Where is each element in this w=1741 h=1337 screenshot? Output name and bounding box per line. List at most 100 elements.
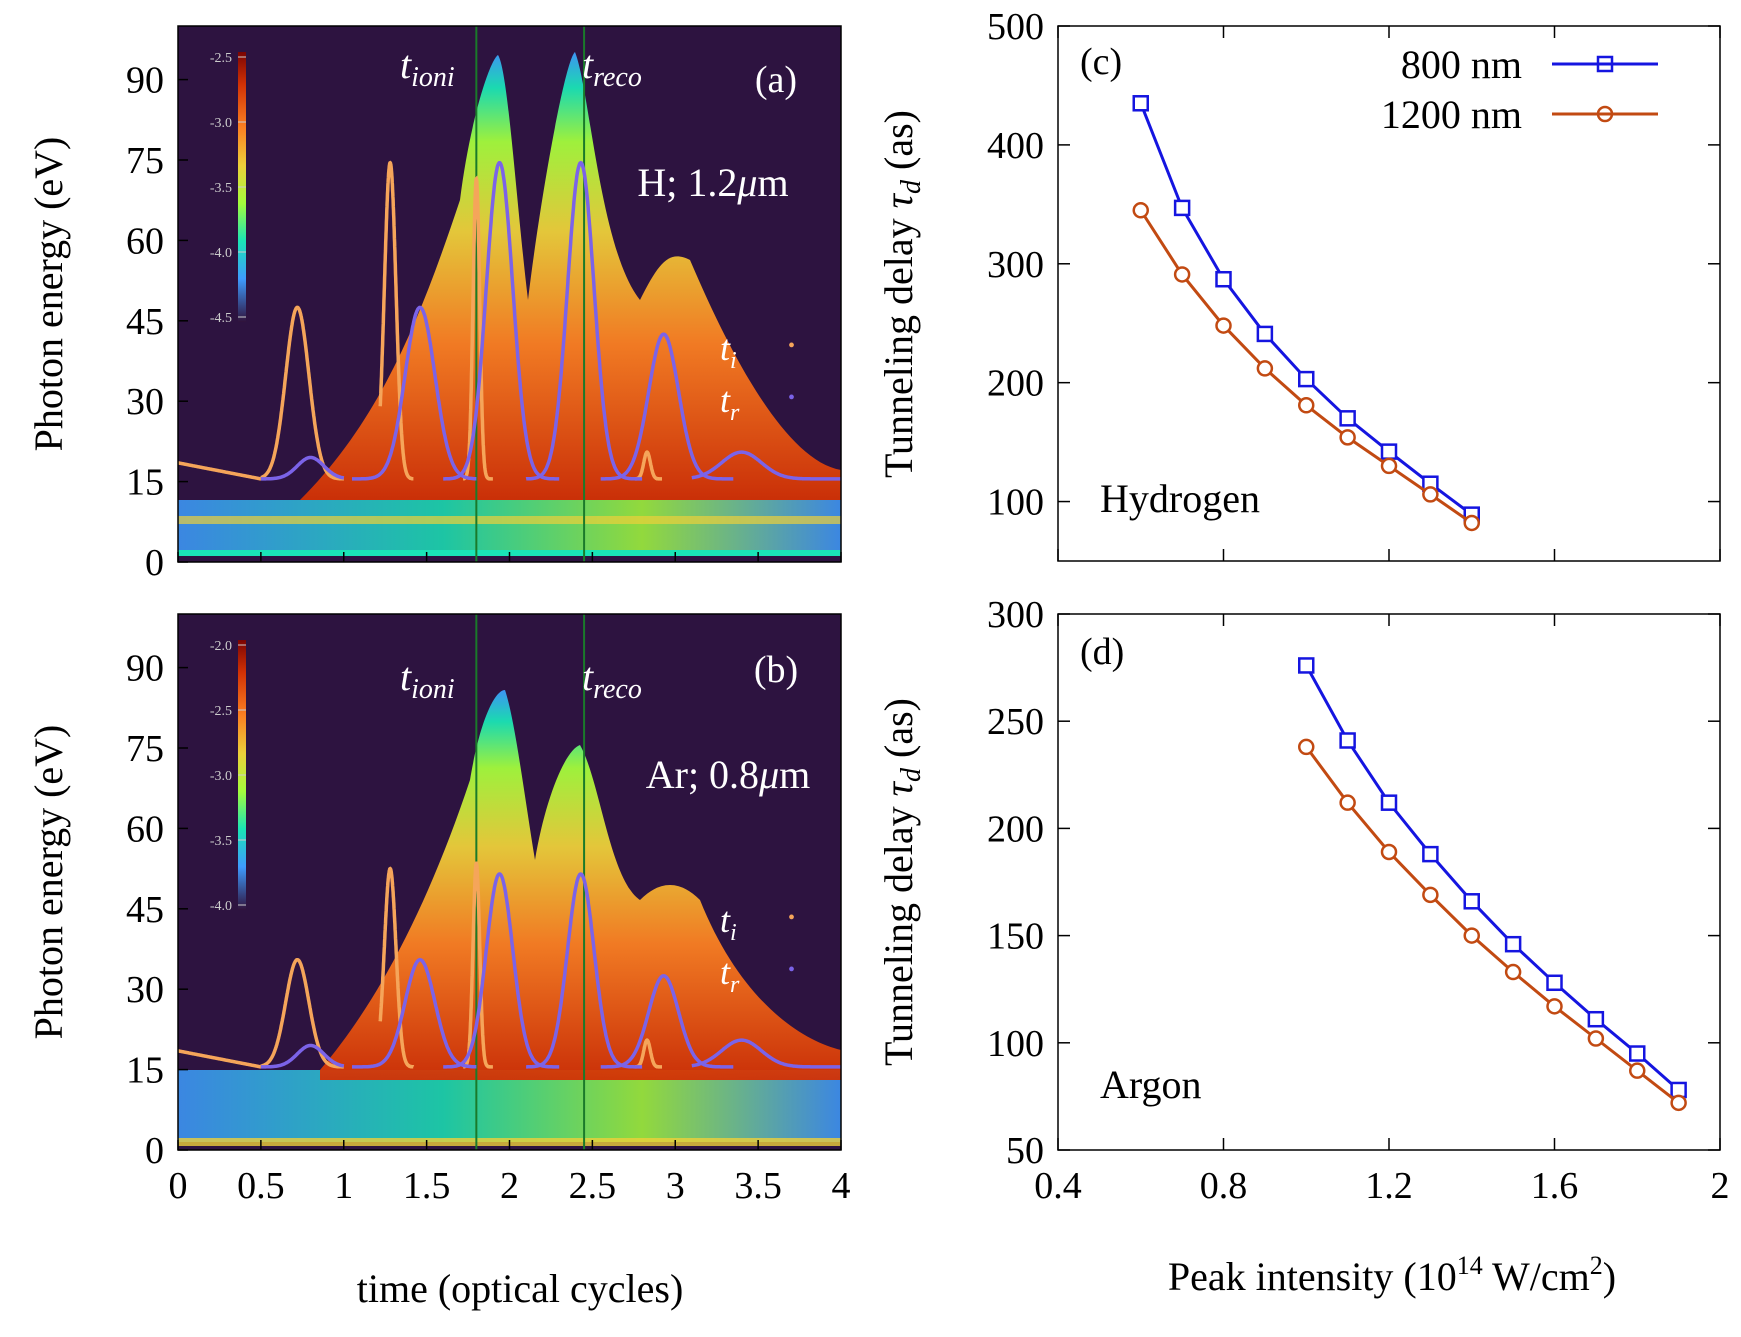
data-point (1339, 429, 1356, 446)
y-axis-label-d: Tunneling delay τd (as) (876, 698, 927, 1066)
harmonic-band (178, 516, 841, 524)
time-markers (475, 26, 586, 562)
x-axis-label-right: Peak intensity (1014 W/cm2) (1168, 1251, 1616, 1299)
legend-tr: tr (720, 952, 740, 998)
colorbar-tick-labels: -2.0 -2.5 -3.0 -3.5 -4.0 (210, 639, 246, 914)
data-point (1215, 317, 1232, 334)
y-tick-label: 45 (126, 889, 164, 931)
legend-label-800: 800 nm (1401, 42, 1522, 87)
data-point (1339, 794, 1356, 811)
ti-curve (177, 461, 262, 481)
data-point (1546, 974, 1563, 992)
colorbar-tick-label: -2.0 (210, 639, 232, 654)
panel-d: 50 100 150 200 250 300 (d) Argon (987, 594, 1721, 1172)
ti-curve (260, 957, 344, 1069)
y-tick-label: 150 (987, 916, 1044, 958)
tr-curve (600, 974, 734, 1069)
y-tick-label: 60 (126, 808, 164, 850)
tr-curve (260, 1043, 345, 1069)
ti-curve (634, 1038, 662, 1069)
data-point (1422, 486, 1439, 503)
y-tick-label: 45 (126, 301, 164, 343)
trajectory-curves (177, 160, 841, 481)
y-tick-label: 200 (987, 808, 1044, 850)
t-reco-label: treco (582, 42, 642, 93)
panel-a: 0 15 30 45 60 75 90 -2.5 -3.0 -3.5 -4.0 -4.5 (a) H… (26, 25, 842, 584)
legend-ti: ti (720, 328, 737, 374)
y-tick-label: 0 (145, 1130, 164, 1172)
data-point (1132, 95, 1149, 112)
series-line (1305, 746, 1680, 1104)
y-tick-label: 30 (126, 969, 164, 1011)
y-tick-label: 30 (126, 381, 164, 423)
legend-ti-swatch: • (788, 907, 795, 929)
colorbar-tick-label: -2.5 (210, 704, 232, 719)
ti-curve (462, 175, 493, 481)
panel-label: Ar; 0.8μm (646, 752, 811, 797)
data-point (1298, 738, 1315, 756)
trajectory-curves (177, 861, 841, 1069)
y-tick-label: 500 (987, 6, 1044, 48)
data-point (1339, 410, 1356, 427)
colorbar-tick-label: -3.0 (210, 116, 232, 131)
data-point (1587, 1010, 1605, 1028)
data-point (1629, 1062, 1646, 1079)
ti-curve (378, 160, 414, 481)
x-tick-label: 1.6 (1531, 1165, 1579, 1207)
y-tick-labels: 0 15 30 45 60 75 90 (126, 60, 188, 584)
data-point (1380, 443, 1398, 460)
x-tick-label: 2.5 (569, 1165, 617, 1207)
legend-tr: tr (720, 380, 740, 426)
tr-curve (260, 455, 345, 481)
y-tick-labels: 0 15 30 45 60 75 90 (126, 648, 188, 1172)
data-point (1256, 325, 1274, 343)
harmonic-band (178, 1070, 841, 1142)
panel-label: H; 1.2μm (637, 160, 788, 205)
y-tick-label: 75 (126, 728, 164, 770)
ti-curve (177, 1049, 262, 1069)
data-point (1380, 794, 1398, 811)
y-tick-label: 300 (987, 594, 1044, 636)
panel-label: Argon (1100, 1062, 1201, 1107)
series-line (1139, 102, 1473, 516)
harmonic-band (178, 500, 841, 552)
colorbar-tick-labels: -2.5 -3.0 -3.5 -4.0 -4.5 (210, 51, 246, 326)
x-tick-label: 0.8 (1200, 1165, 1248, 1207)
hot-plume (320, 690, 841, 1080)
legend-label-1200: 1200 nm (1381, 92, 1522, 137)
y-tick-label: 400 (987, 125, 1044, 167)
x-tick-label: 2 (1711, 1165, 1730, 1207)
panel-b: 0 15 30 45 60 75 90 -2.0 -2.5 -3.0 -3.5 -4.0 (b) A… (26, 613, 842, 1172)
line-plot: 100 200 300 400 500 (987, 6, 1721, 561)
legend-marker-800 (1596, 55, 1614, 73)
x-tick-label: 3.5 (734, 1165, 782, 1207)
data-point (1298, 657, 1315, 674)
colorbar-tick-label: -3.0 (210, 769, 232, 784)
data-point (1132, 202, 1149, 219)
x-tick-label: 1.5 (403, 1165, 451, 1207)
data-point (1215, 270, 1232, 288)
colorbar-tick-label: -4.5 (210, 311, 232, 326)
data-point (1380, 457, 1398, 475)
y-tick-label: 60 (126, 220, 164, 262)
data-point (1298, 370, 1315, 388)
line-plot: 50 100 150 200 250 300 (987, 594, 1721, 1172)
panel-label: Hydrogen (1100, 476, 1260, 521)
x-tick-label: 3 (666, 1165, 685, 1207)
data-point (1173, 199, 1191, 217)
x-tick-label: 0 (169, 1165, 188, 1207)
y-tick-label: 250 (987, 701, 1044, 743)
tr-curve (352, 305, 477, 481)
t-ioni-label: tioni (400, 42, 455, 93)
y-tick-label: 300 (987, 244, 1044, 286)
data-point (1670, 1094, 1687, 1112)
t-reco-label: treco (582, 654, 642, 705)
tr-curve (691, 450, 841, 481)
colorbar-tick-label: -3.5 (210, 181, 232, 196)
x-tick-label: 1.2 (1365, 1165, 1413, 1207)
tr-curve (600, 332, 734, 481)
data-point (1422, 845, 1439, 863)
data-point (1339, 732, 1356, 749)
colorbar-tick-label: -4.0 (210, 246, 232, 261)
